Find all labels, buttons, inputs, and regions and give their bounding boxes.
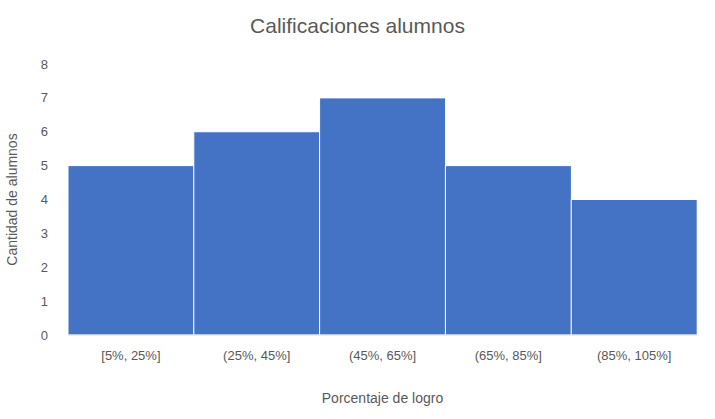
svg-text:7: 7 [41,90,48,105]
svg-text:(45%, 65%]: (45%, 65%] [349,348,416,363]
html-text:Calificaciones alumnos: Calificaciones alumnos [250,14,465,37]
svg-text:1: 1 [41,294,48,309]
svg-text:2: 2 [41,260,48,275]
svg-text:Cantidad de alumnos: Cantidad de alumnos [8,133,20,265]
svg-text:Porcentaje de logro: Porcentaje de logro [322,390,444,406]
svg-text:(25%, 45%]: (25%, 45%] [223,348,290,363]
svg-text:0: 0 [41,328,48,343]
svg-text:[5%, 25%]: [5%, 25%] [101,348,160,363]
svg-text:8: 8 [41,57,48,72]
svg-text:4: 4 [41,192,48,207]
svg-text:6: 6 [41,124,48,139]
svg-text:(85%, 105%]: (85%, 105%] [597,348,671,363]
svg-text:3: 3 [41,226,48,241]
svg-text:(65%, 85%]: (65%, 85%] [475,348,542,363]
svg-text:5: 5 [41,158,48,173]
